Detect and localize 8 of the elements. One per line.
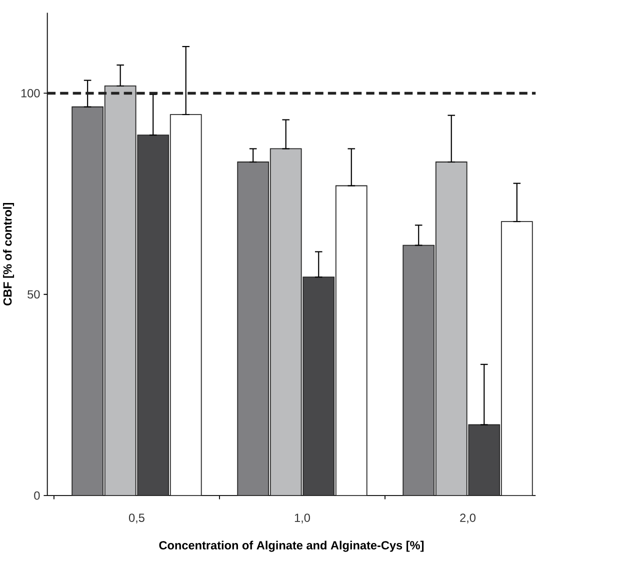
y-tick-label: 50 [28, 290, 40, 298]
x-tick-label: 2,0 [460, 513, 476, 524]
y-tick-label: 0 [34, 491, 40, 500]
y-tick-label: 100 [21, 88, 40, 98]
x-axis-title: Concentration of Alginate and Alginate-Cys [%] [159, 540, 424, 552]
x-tick-label: 0,5 [128, 513, 144, 524]
y-axis-title: CBF [% of control] [3, 202, 14, 306]
x-tick-label: 1,0 [294, 513, 310, 524]
